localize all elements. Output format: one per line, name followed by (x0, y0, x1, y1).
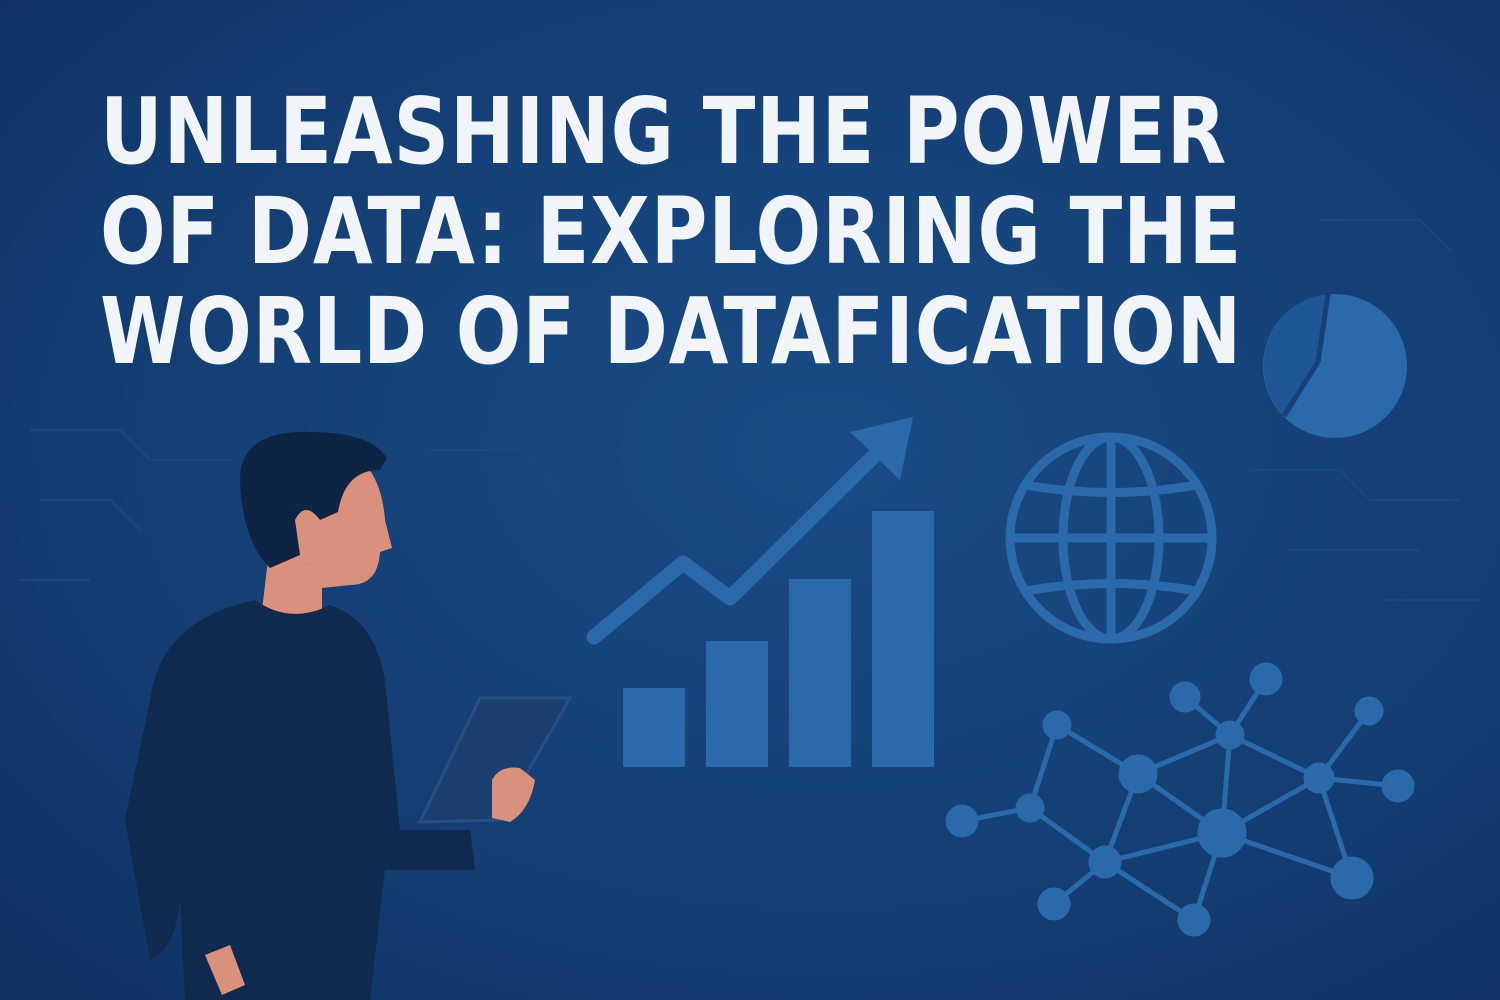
person-hair (240, 431, 387, 568)
bar-chart-icon (623, 511, 934, 767)
bar-1 (623, 688, 685, 767)
person-shirt (125, 600, 475, 1000)
bar-3 (789, 579, 851, 767)
bar-2 (706, 641, 768, 767)
trend-arrow-icon (586, 417, 913, 645)
title-line-1: UNLEASHING THE POWER (100, 78, 1228, 185)
person-left-hand (205, 945, 245, 995)
title-line-2: OF DATA: EXPLORING THE (100, 178, 1243, 285)
person-with-tablet (125, 431, 573, 1000)
globe-icon (1005, 432, 1217, 644)
circuit-background (20, 219, 1480, 601)
pie-chart-icon (1263, 293, 1407, 438)
person-neck (262, 560, 322, 620)
bar-4 (872, 511, 934, 767)
page-title: UNLEASHING THE POWER OF DATA: EXPLORING … (100, 82, 1242, 382)
person-hand (492, 767, 535, 822)
network-graph-icon (945, 662, 1415, 937)
title-line-3: WORLD OF DATAFICATION (100, 278, 1243, 385)
tablet (417, 696, 573, 824)
